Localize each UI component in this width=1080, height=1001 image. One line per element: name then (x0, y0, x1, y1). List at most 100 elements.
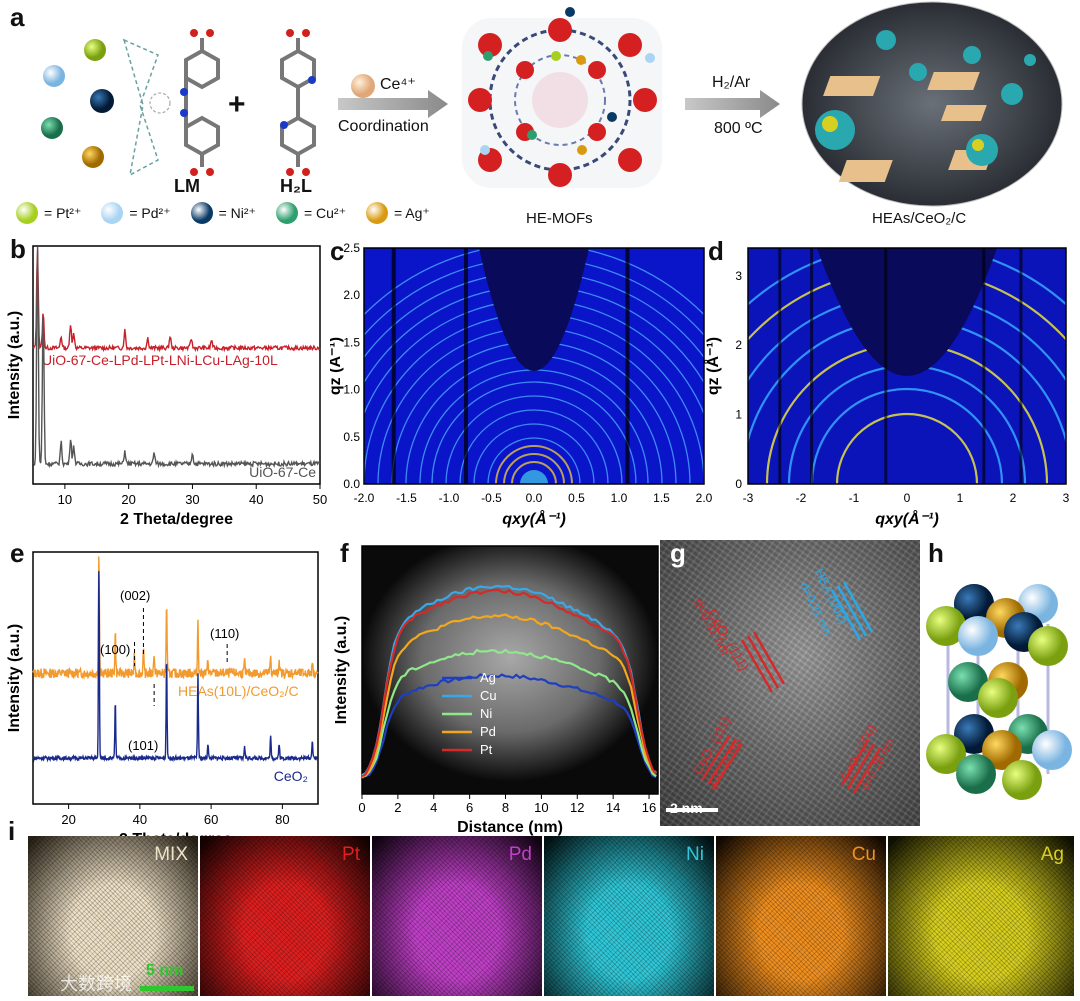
y-axis-title: qz (Å⁻¹) (703, 337, 722, 395)
legend-dot-pd (101, 202, 124, 224)
series-label-0: HEAs(10L)/CeO₂/C (178, 683, 299, 699)
chart-b-xrd: 10 20 30 40 50 2 Theta/degree Intensity (a.u.)… (6, 245, 327, 528)
y-tick-label: 0.5 (343, 430, 360, 444)
y-tick-label: 1.0 (343, 383, 360, 397)
x-tick-label: 1.5 (653, 491, 670, 505)
x-tick-label: 0.5 (568, 491, 585, 505)
ring (431, 381, 637, 484)
x-axis-title: Distance (nm) (457, 819, 563, 836)
y-tick-label: 3 (735, 269, 742, 283)
series-line-1 (32, 246, 321, 469)
panel-b-label: b (10, 234, 26, 264)
eds-map-label-mix: MIX (154, 844, 188, 865)
panel-a-scheme (41, 1, 1063, 207)
x-tick-label: 2 (1010, 491, 1017, 505)
legend-text-cu: = Cu²⁺ (303, 204, 346, 221)
eds-map-pt: Pt (200, 836, 370, 996)
arc (835, 412, 979, 484)
ligand-lm-label: LM (174, 176, 200, 196)
x-axis-title: 2 Theta/degree (119, 831, 232, 836)
series-label-1: UiO-67-Ce (249, 464, 316, 480)
ring (473, 423, 595, 484)
series-line-0 (32, 556, 319, 681)
lm-ligand (184, 38, 220, 167)
eds-map-label-pt: Pt (342, 844, 360, 865)
metal-legend: = Pt²⁺ = Pd²⁺ = Ni²⁺ = Cu²⁺ = Ag⁺ (16, 202, 496, 230)
plot-frame (361, 545, 659, 795)
panel-d-label: d (708, 236, 724, 266)
legend-text-ni: = Ni²⁺ (218, 204, 256, 221)
panel-e-label: e (10, 538, 25, 568)
watermark: 大数跨境 (60, 974, 132, 994)
he-mofs-label: HE-MOFs (526, 210, 593, 227)
panel-f-label: f (340, 538, 349, 568)
y-axis-title: qz (Å⁻¹) (330, 337, 344, 395)
x-axis-title: 2 Theta/degree (120, 511, 233, 528)
eds-map-label-ag: Ag (1040, 844, 1064, 865)
profile-ag (361, 673, 657, 779)
x-tick-label: 12 (570, 800, 584, 815)
series-line-0 (32, 250, 321, 353)
legend-dot-cu (275, 202, 298, 224)
panel-g-label: g (670, 538, 686, 568)
plus-sign: + (228, 88, 246, 121)
y-tick-label: 1 (735, 408, 742, 422)
eds-map-label-cu: Cu (851, 844, 876, 865)
heas-ceo2-c-product (801, 1, 1063, 207)
step1-reagent: Ce⁴⁺ (380, 76, 416, 93)
i-scalebar-bar (140, 986, 194, 991)
panel-i-label: i (8, 816, 16, 846)
x-tick-label: 0 (358, 800, 365, 815)
x-tick-label: 30 (185, 492, 199, 507)
ce-sphere (351, 74, 375, 98)
ag-sphere (82, 146, 104, 168)
series-line-1 (32, 571, 319, 763)
peak-annotation-0: (100) (100, 642, 130, 657)
pd-sphere (43, 65, 65, 87)
profile-pt (361, 588, 658, 778)
legend-dot-pt (16, 202, 38, 224)
x-tick-label: -1.0 (439, 491, 460, 505)
y-axis-title: Intensity (a.u.) (333, 616, 350, 724)
x-tick-label: 80 (275, 812, 289, 827)
ring (503, 453, 565, 484)
x-tick-label: 10 (58, 492, 72, 507)
y-axis-title: Intensity (a.u.) (6, 311, 23, 419)
h2l-ligand (280, 38, 316, 167)
pt-sphere (84, 39, 106, 61)
x-tick-label: 4 (430, 800, 437, 815)
profile-pd (361, 613, 657, 779)
ring (459, 409, 609, 484)
legend-label-pd: Pd (480, 724, 496, 739)
eds-map-label-pd: Pd (508, 844, 532, 865)
panel-c-label: c (330, 236, 345, 266)
x-tick-label: 8 (502, 800, 509, 815)
y-tick-label: 0 (735, 477, 742, 491)
y-tick-label: 2.5 (343, 241, 360, 255)
legend-label-pt: Pt (480, 742, 493, 757)
haadf-background (362, 546, 658, 794)
x-tick-label: 2.0 (696, 491, 712, 505)
g-lattice-marks (666, 581, 882, 812)
ring (495, 445, 573, 484)
series-label-1: CeO₂ (274, 768, 308, 784)
y-axis-title: Intensity (a.u.) (6, 624, 23, 732)
x-tick-label: 16 (642, 800, 656, 815)
x-tick-label: 60 (204, 812, 218, 827)
x-tick-label: 20 (121, 492, 135, 507)
y-tick-label: 1.5 (343, 335, 360, 349)
profile-cu (361, 584, 657, 777)
x-tick-label: -3 (743, 491, 754, 505)
step2-temp: 800 ºC (714, 120, 763, 137)
x-tick-label: -1 (849, 491, 860, 505)
missing-wedge (479, 248, 589, 371)
x-tick-label: 0 (904, 491, 911, 505)
peak-annotation-1: (002) (120, 588, 150, 603)
x-tick-label: -2 (796, 491, 807, 505)
plot-frame (363, 247, 705, 485)
he-mof-structure (462, 7, 662, 188)
y-tick-label: 0.0 (343, 477, 360, 491)
cu-sphere (41, 117, 63, 139)
x-tick-label: 10 (534, 800, 548, 815)
heas-ceo2-c-label: HEAs/CeO₂/C (872, 210, 967, 227)
